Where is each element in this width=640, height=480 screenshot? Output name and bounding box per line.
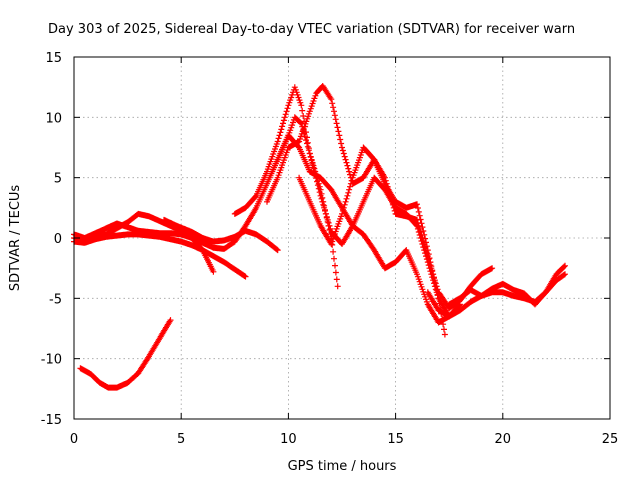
series-markers — [446, 262, 568, 308]
series-track-d — [77, 317, 174, 391]
y-tick-label: 0 — [54, 232, 62, 247]
axes: 0 5 10 15 20 25 -15 -10 -5 0 5 10 15 — [41, 51, 619, 447]
y-tick-label: -10 — [41, 353, 62, 368]
x-tick-label: 0 — [70, 432, 78, 447]
x-tick-label: 15 — [387, 432, 404, 447]
y-tick-label: 5 — [54, 172, 62, 187]
y-tick-label: -5 — [49, 292, 62, 307]
data-points — [71, 83, 568, 391]
x-tick-label: 20 — [495, 432, 512, 447]
chart-title: Day 303 of 2025, Sidereal Day-to-day VTE… — [48, 22, 575, 37]
x-tick-label: 25 — [602, 432, 619, 447]
x-tick-label: 10 — [280, 432, 297, 447]
series-markers — [274, 132, 463, 326]
x-tick-label: 5 — [177, 432, 185, 447]
series-markers — [77, 317, 174, 391]
series-markers — [161, 216, 281, 254]
series-track-k — [446, 262, 568, 308]
series-track-j — [424, 271, 568, 320]
series-markers — [424, 271, 568, 320]
series-track-e — [161, 216, 281, 254]
series-track-i — [296, 144, 448, 338]
y-tick-label: 15 — [45, 51, 62, 66]
x-axis-label: GPS time / hours — [288, 459, 397, 474]
y-tick-label: -15 — [41, 413, 62, 428]
series-markers — [264, 83, 496, 311]
y-tick-label: 10 — [45, 111, 62, 126]
series-track-h — [274, 132, 463, 326]
series-markers — [296, 144, 448, 338]
y-axis-label: SDTVAR / TECUs — [8, 185, 23, 292]
series-track-g — [264, 83, 496, 311]
